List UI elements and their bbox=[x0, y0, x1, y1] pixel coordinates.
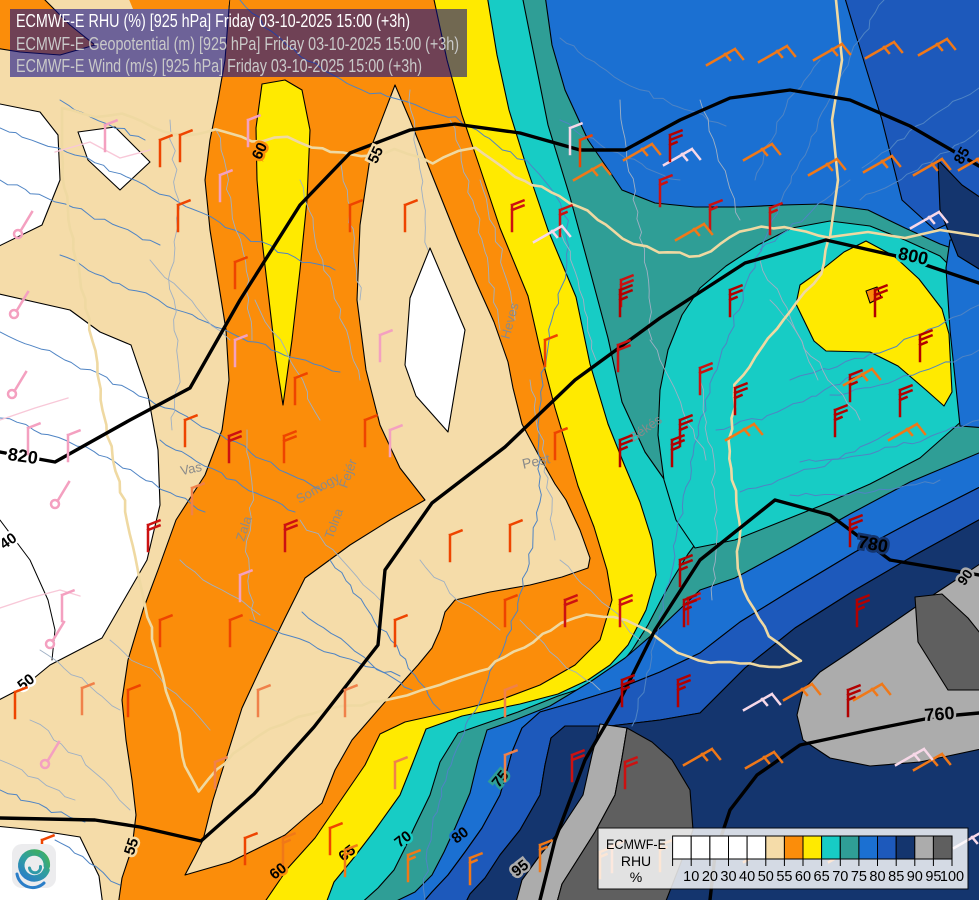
svg-text:Pest: Pest bbox=[521, 450, 552, 471]
svg-text:20: 20 bbox=[702, 869, 718, 885]
svg-text:60: 60 bbox=[795, 869, 811, 885]
svg-text:Vas: Vas bbox=[179, 459, 204, 478]
svg-text:70: 70 bbox=[832, 869, 848, 885]
svg-text:ECMWF-E RHU (%) [925 hPa] Frid: ECMWF-E RHU (%) [925 hPa] Friday 03-10-2… bbox=[16, 11, 410, 31]
svg-text:75: 75 bbox=[851, 869, 867, 885]
svg-text:ECMWF-E Wind (m/s) [925 hPa] F: ECMWF-E Wind (m/s) [925 hPa] Friday 03-1… bbox=[16, 56, 422, 76]
svg-text:820: 820 bbox=[7, 444, 40, 468]
svg-text:%: % bbox=[630, 869, 642, 885]
svg-text:100: 100 bbox=[940, 869, 964, 885]
svg-text:95: 95 bbox=[925, 869, 941, 885]
svg-text:10: 10 bbox=[683, 869, 699, 885]
svg-text:55: 55 bbox=[776, 869, 792, 885]
svg-text:ECMWF-E Geopotential (m) [925: ECMWF-E Geopotential (m) [925 hPa] Frida… bbox=[16, 34, 459, 54]
svg-text:40: 40 bbox=[739, 869, 755, 885]
svg-text:ECMWF-E: ECMWF-E bbox=[606, 836, 666, 852]
svg-text:90: 90 bbox=[907, 869, 923, 885]
svg-text:30: 30 bbox=[720, 869, 736, 885]
svg-text:65: 65 bbox=[814, 869, 830, 885]
svg-text:50: 50 bbox=[758, 869, 774, 885]
svg-text:RHU: RHU bbox=[621, 853, 651, 869]
svg-text:85: 85 bbox=[888, 869, 904, 885]
svg-text:80: 80 bbox=[869, 869, 885, 885]
svg-text:760: 760 bbox=[924, 703, 956, 726]
